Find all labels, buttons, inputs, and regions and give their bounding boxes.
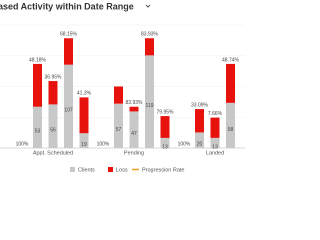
clients-label: 13 <box>162 144 168 150</box>
progression-rate-label: 83.93% <box>141 32 159 38</box>
clients-label: 53 <box>35 129 41 135</box>
loss-bar <box>226 63 235 103</box>
loss-bar <box>48 81 58 105</box>
clients-label: 19 <box>81 142 87 148</box>
loss-bar <box>195 109 204 133</box>
progression-rate-label: 100% <box>178 141 191 147</box>
clients-bar <box>64 64 73 148</box>
loss-bar <box>129 106 139 112</box>
clients-label: 107 <box>64 108 73 114</box>
clients-label: 56 <box>50 128 56 134</box>
x-tick-label: Appt. Scheduled <box>33 150 73 156</box>
progression-rate-label: 79.95% <box>157 109 175 115</box>
loss-bar <box>160 116 170 138</box>
clients-bar <box>129 111 139 148</box>
clients-bar <box>226 102 235 148</box>
legend-swatch <box>70 167 75 172</box>
loss-bar <box>64 38 73 65</box>
progression-rate-label: 68.15% <box>60 32 78 38</box>
chart-title: ased Activity within Date Range <box>0 1 134 11</box>
loss-bar <box>114 86 123 104</box>
clients-bar <box>195 132 204 148</box>
x-tick-label: Landed <box>206 150 224 156</box>
clients-label: 57 <box>116 127 122 133</box>
loss-bar <box>79 97 89 134</box>
clients-bar <box>48 104 58 148</box>
clients-label: 58 <box>228 127 234 133</box>
clients-bar <box>114 103 123 148</box>
clients-label: 47 <box>131 131 137 137</box>
clients-bar <box>210 137 220 148</box>
progression-rate-label: 48.74% <box>222 57 240 63</box>
clients-bar <box>33 106 42 148</box>
legend-label: Loss <box>116 167 128 173</box>
legend-label: Progression Rate <box>142 167 185 173</box>
chart: ased Activity within Date Range 100% 53 48… <box>0 1 245 173</box>
clients-bar <box>79 133 89 148</box>
progression-rate-label: 100% <box>16 141 29 147</box>
progression-rate-label: 100% <box>97 141 110 147</box>
loss-bar <box>145 38 154 56</box>
progression-rate-label: 7.66% <box>208 111 223 117</box>
legend-label: Clients <box>78 167 95 173</box>
clients-label: 20 <box>197 142 203 148</box>
loss-bar <box>33 63 42 107</box>
progression-rate-label: 48.18% <box>29 57 47 63</box>
clients-label: 13 <box>212 144 218 150</box>
clients-bar <box>160 137 170 148</box>
progression-rate-label: 33.09% <box>191 102 209 108</box>
dropdown-chevron[interactable] <box>145 4 151 8</box>
clients-bar <box>145 55 154 148</box>
progression-rate-label: 83.93% <box>126 100 144 106</box>
progression-rate-label: 41.3% <box>77 91 92 97</box>
loss-bar <box>210 117 220 138</box>
legend-swatch <box>108 167 113 172</box>
x-tick-label: Pending <box>124 150 144 156</box>
clients-label: 119 <box>146 103 154 109</box>
progression-rate-label: 36.95% <box>45 74 63 80</box>
